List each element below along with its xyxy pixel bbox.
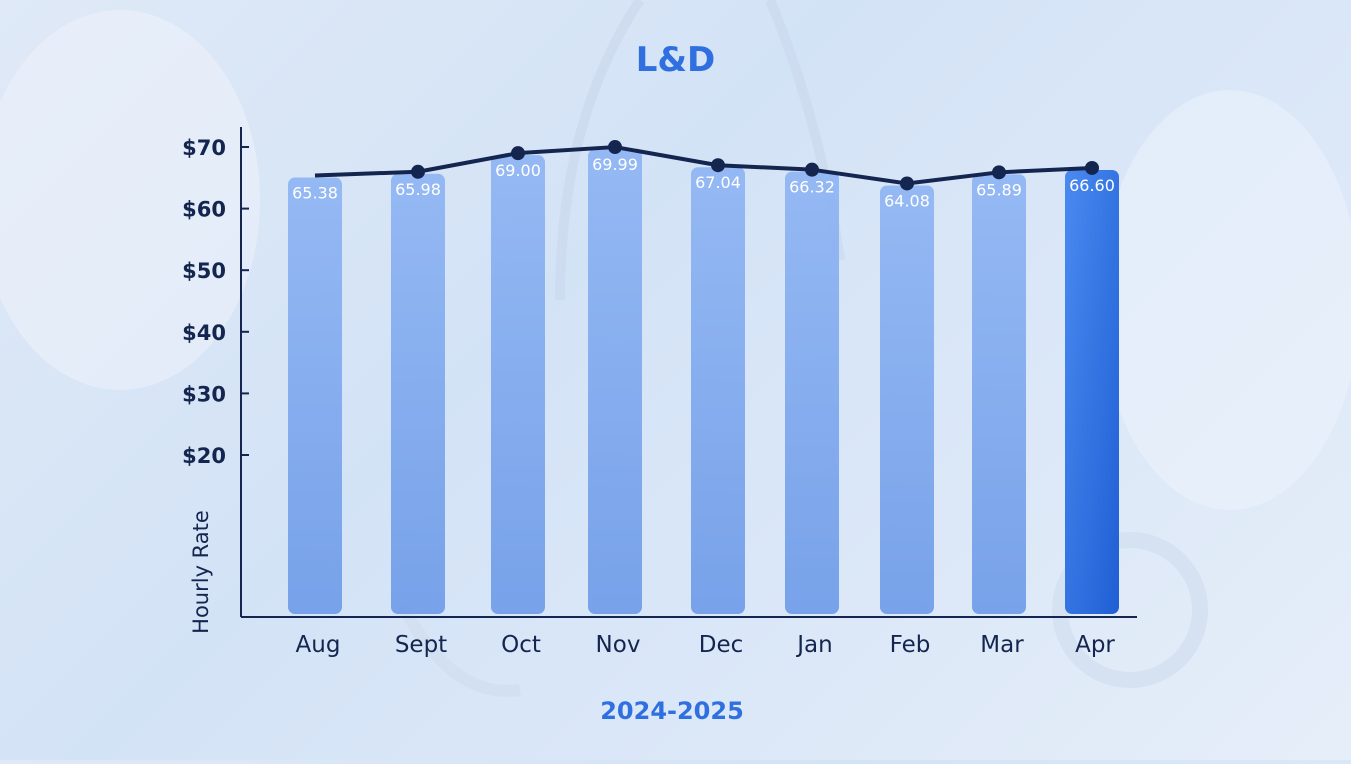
data-label-jan: 66.32	[789, 178, 835, 197]
trend-point-sept	[411, 164, 425, 179]
y-tick-label-70: $70	[182, 136, 226, 160]
x-tick-label-oct: Oct	[501, 632, 541, 658]
bar-aug	[288, 177, 342, 614]
x-tick-label-mar: Mar	[980, 632, 1024, 658]
y-axis-title: Hourly Rate	[189, 510, 213, 634]
x-tick-label-aug: Aug	[296, 632, 341, 658]
data-label-sept: 65.98	[395, 180, 441, 199]
trend-point-oct	[511, 146, 525, 161]
x-axis-caption: 2024-2025	[600, 697, 744, 725]
bar-jan	[785, 171, 839, 614]
data-label-apr: 66.60	[1069, 176, 1115, 195]
data-label-nov: 69.99	[592, 155, 638, 174]
data-label-dec: 67.04	[695, 173, 741, 192]
y-tick-label-60: $60	[182, 198, 226, 222]
chart-title: L&D	[635, 40, 716, 80]
data-label-oct: 69.00	[495, 161, 541, 180]
bar-oct	[491, 155, 545, 614]
x-tick-label-apr: Apr	[1075, 632, 1115, 658]
trend-point-feb	[900, 176, 914, 191]
y-tick-label-20: $20	[182, 444, 226, 468]
trend-point-dec	[711, 158, 725, 173]
y-tick-label-50: $50	[182, 259, 226, 283]
trend-point-apr	[1085, 160, 1099, 175]
data-labels-group: 65.38 65.98 69.00 69.99 67.04 66.32 64.08 65.89…	[292, 155, 1115, 210]
y-tick-label-30: $30	[182, 382, 226, 406]
bar-mar	[972, 174, 1026, 614]
axes-group: Aug Sept Oct Nov Dec Jan Feb Mar Apr $20 $30 $40 $50…	[182, 127, 1137, 658]
bar-nov	[588, 149, 642, 615]
trend-point-jan	[805, 162, 819, 177]
data-label-feb: 64.08	[884, 191, 930, 210]
trend-point-mar	[992, 165, 1006, 180]
trend-line-group	[314, 140, 1099, 191]
x-tick-label-dec: Dec	[699, 632, 744, 658]
trend-point-nov	[608, 140, 622, 155]
bar-dec	[691, 167, 745, 615]
y-tick-label-40: $40	[182, 321, 226, 345]
x-tick-label-nov: Nov	[596, 632, 641, 658]
x-tick-label-feb: Feb	[890, 632, 931, 658]
x-tick-label-sept: Sept	[395, 632, 447, 658]
bars-group	[288, 149, 1119, 615]
x-tick-label-jan: Jan	[795, 632, 832, 658]
bar-feb	[880, 185, 934, 614]
bar-apr	[1065, 169, 1119, 614]
data-label-mar: 65.89	[976, 180, 1022, 199]
data-label-aug: 65.38	[292, 183, 338, 202]
bar-sept	[391, 173, 445, 615]
